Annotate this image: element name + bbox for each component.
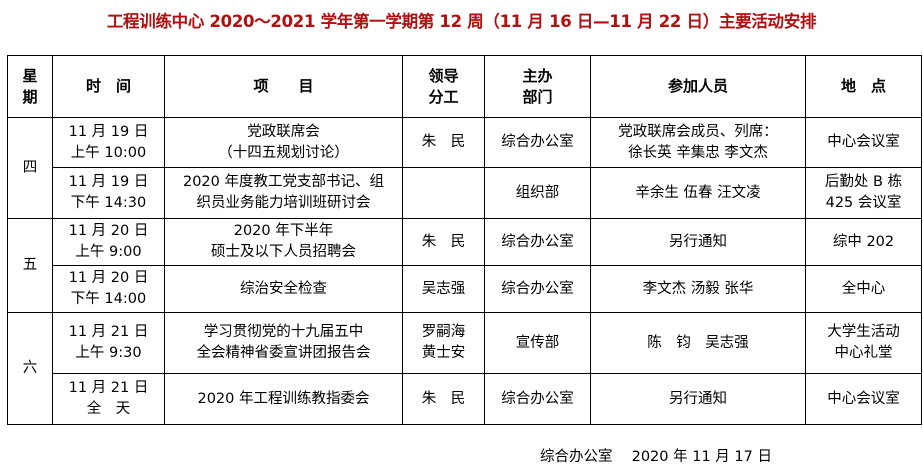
place-cell: 全中心 [805,265,922,313]
weekday-cell: 六 [7,312,53,425]
place-cell: 中心会议室 [805,373,922,425]
item-cell: 2020 年工程训练教指委会 [164,373,403,425]
leader-cell: 朱 民 [402,373,485,425]
item-cell: 2020 年下半年 硕士及以下人员招聘会 [164,218,403,266]
weekday-cell: 四 [7,117,53,219]
header-place: 地 点 [805,55,922,118]
time-cell: 11 月 21 日 上午 9:30 [52,312,165,374]
item-cell: 综治安全检查 [164,265,403,313]
people-cell: 李文杰 汤毅 张华 [590,265,806,313]
people-cell: 辛余生 伍春 汪文凌 [590,167,806,219]
time-cell: 11 月 19 日 下午 14:30 [52,167,165,219]
dept-cell: 综合办公室 [484,265,591,313]
place-cell: 综中 202 [805,218,922,266]
header-dept: 主办 部门 [484,55,591,118]
item-cell: 党政联席会 （十四五规划讨论） [164,117,403,168]
page-title: 工程训练中心 2020～2021 学年第一学期第 12 周（11 月 16 日—… [106,12,817,31]
dept-cell: 综合办公室 [484,117,591,168]
time-cell: 11 月 21 日 全 天 [52,373,165,425]
header-time: 时 间 [52,55,165,118]
leader-cell: 吴志强 [402,265,485,313]
place-cell: 大学生活动 中心礼堂 [805,312,922,374]
people-cell: 党政联席会成员、列席： 徐长英 辛集忠 李文杰 [590,117,806,168]
dept-cell: 宣传部 [484,312,591,374]
item-cell: 2020 年度教工党支部书记、组 织员业务能力培训班研讨会 [164,167,403,219]
leader-cell: 朱 民 [402,117,485,168]
header-people: 参加人员 [590,55,806,118]
place-cell: 后勤处 B 栋 425 会议室 [805,167,922,219]
time-cell: 11 月 20 日 上午 9:00 [52,218,165,266]
leader-cell: 朱 民 [402,218,485,266]
table-row: 四 11 月 19 日 上午 10:00 党政联席会 （十四五规划讨论）朱 民综合办… [7,117,922,219]
table-row: 六 11 月 21 日 上午 9:30 学习贯彻党的十九届五中 全会精神省委宣讲团报… [7,312,922,425]
people-cell: 另行通知 [590,373,806,425]
dept-cell: 综合办公室 [484,373,591,425]
table-row: 11 月 19 日 下午 14:30 2020 年度教工党支部书记、组 织员业务能… [8,167,922,219]
weekday-cell: 五 [7,218,53,313]
people-cell: 另行通知 [590,218,806,266]
header-leader: 领导 分工 [402,55,485,118]
item-cell: 学习贯彻党的十九届五中 全会精神省委宣讲团报告会 [164,312,403,374]
place-cell: 中心会议室 [805,117,922,168]
time-cell: 11 月 20 日 下午 14:00 [52,265,165,313]
schedule-table: 星 期 时 间 项 目 领导 分工 主办 部门 参加人员 地 点 四 11 月 1… [7,55,922,425]
table-row: 11 月 20 日 下午 14:00 综治安全检查 吴志强 综合办公室 李文杰 汤毅 张… [8,265,922,313]
people-cell: 陈 钧 吴志强 [590,312,806,374]
table-row: 五 11 月 20 日 上午 9:00 2020 年下半年 硕士及以下人员招聘会朱 … [7,218,922,313]
leader-cell: 罗嗣海 黄士安 [402,312,485,374]
leader-cell [402,167,485,219]
header-item: 项 目 [164,55,403,118]
time-cell: 11 月 19 日 上午 10:00 [52,117,165,168]
table-row: 11 月 21 日 全 天 2020 年工程训练教指委会朱 民综合办公室 另行通知中… [8,373,922,425]
footer-signature: 综合办公室 2020 年 11 月 17 日 [540,449,772,465]
dept-cell: 组织部 [484,167,591,219]
header-weekday: 星 期 [7,55,53,118]
dept-cell: 综合办公室 [484,218,591,266]
header-row: 星 期 时 间 项 目 领导 分工 主办 部门 参加人员 地 点 [7,55,922,118]
